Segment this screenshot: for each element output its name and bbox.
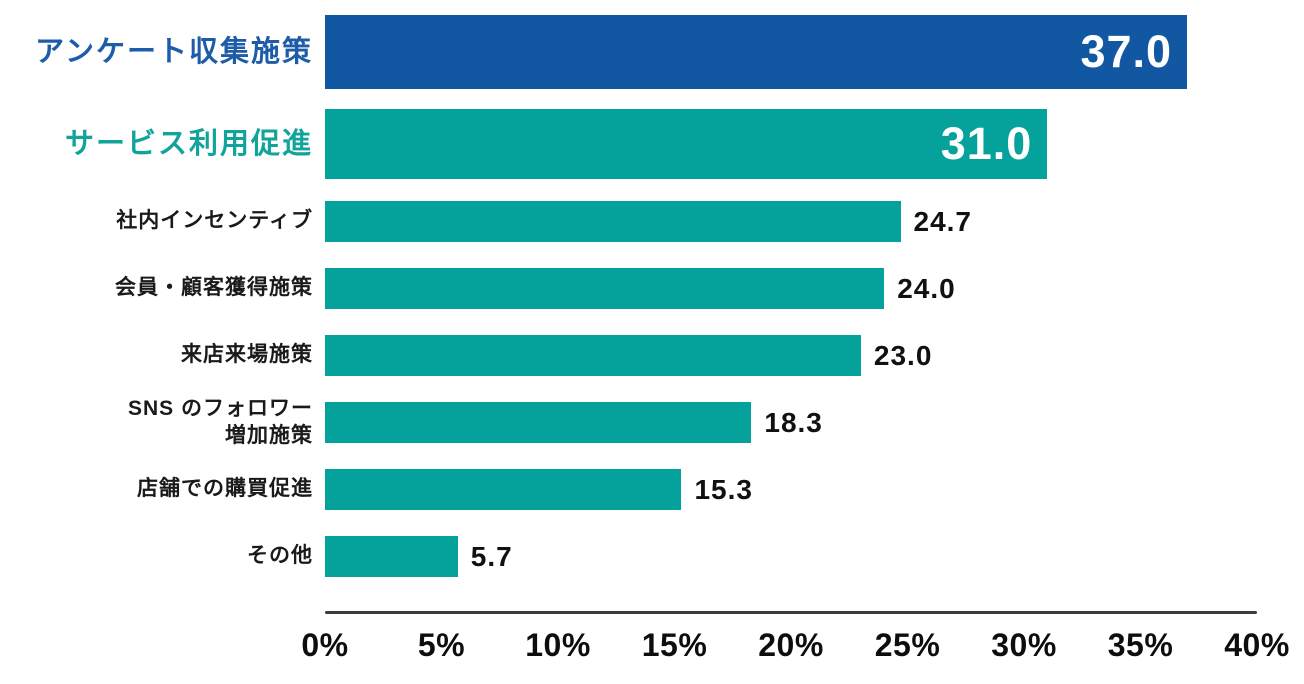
bar-track: 5.7 [325, 536, 1257, 577]
x-axis-tick: 10% [525, 627, 591, 663]
bar-track: 31.0 [325, 109, 1257, 179]
chart-row: サービス利用促進 31.0 [0, 109, 1304, 179]
value-label-outside: 15.3 [694, 473, 753, 505]
bar: 31.0 [325, 109, 1048, 179]
bar [325, 469, 682, 510]
chart-row: 来店来場施策 23.0 [0, 335, 1304, 376]
x-axis-tick: 35% [1107, 627, 1174, 663]
chart-row: 店舗での購買促進 15.3 [0, 469, 1304, 510]
x-axis-tick: 0% [301, 627, 349, 663]
bar [325, 201, 901, 242]
value-label-outside: 5.7 [470, 540, 513, 572]
bar-track: 15.3 [325, 469, 1257, 510]
category-label: 社内インセンティブ [116, 209, 313, 233]
bar-track: 24.7 [325, 201, 1257, 242]
bar-track: 37.0 [325, 15, 1257, 89]
value-label-outside: 23.0 [873, 339, 933, 371]
category-label: サービス利用促進 [64, 127, 313, 160]
x-axis-tick: 5% [417, 627, 466, 663]
category-label: 来店来場施策 [181, 343, 313, 367]
value-label-inside: 31.0 [940, 118, 1033, 169]
x-axis-ticks: 0% 5% 10% 15% 20% 25% 30% 35% 40% [301, 614, 1289, 663]
value-label-outside: 18.3 [764, 406, 823, 438]
x-axis-tick: 30% [991, 627, 1057, 663]
x-axis-tick: 40% [1224, 627, 1290, 663]
bar [325, 335, 861, 376]
value-label-outside: 24.0 [897, 272, 956, 304]
category-label: その他 [247, 544, 313, 568]
bar-track: 24.0 [325, 268, 1257, 309]
bar [325, 536, 458, 577]
value-label-outside: 24.7 [913, 205, 972, 237]
chart-row: SNS のフォロワー 増加施策 18.3 [0, 397, 1304, 446]
bar-track: 23.0 [325, 335, 1257, 376]
x-axis-tick: 20% [758, 627, 824, 663]
bar [325, 402, 752, 443]
chart-row: その他 5.7 [0, 536, 1304, 577]
bar-track: 18.3 [325, 402, 1257, 443]
x-axis-tick: 15% [641, 627, 708, 663]
category-label: 会員・顧客獲得施策 [115, 276, 313, 300]
chart-row: 会員・顧客獲得施策 24.0 [0, 268, 1304, 309]
bar [325, 268, 885, 309]
chart-row: 社内インセンティブ 24.7 [0, 201, 1304, 242]
value-label-inside: 37.0 [1080, 26, 1173, 77]
x-axis-line [325, 611, 1257, 614]
chart-rows: アンケート収集施策 37.0 サービス利用促進 31.0 社内インセンティブ 2… [0, 15, 1304, 603]
x-axis-tick: 25% [874, 627, 941, 663]
category-label: アンケート収集施策 [35, 35, 313, 68]
bar: 37.0 [325, 15, 1188, 89]
chart-row: アンケート収集施策 37.0 [0, 15, 1304, 89]
category-label: SNS のフォロワー 増加施策 [127, 397, 313, 447]
category-label: 店舗での購買促進 [137, 477, 313, 501]
x-axis: 0% 5% 10% 15% 20% 25% 30% 35% 40% [301, 611, 1289, 663]
